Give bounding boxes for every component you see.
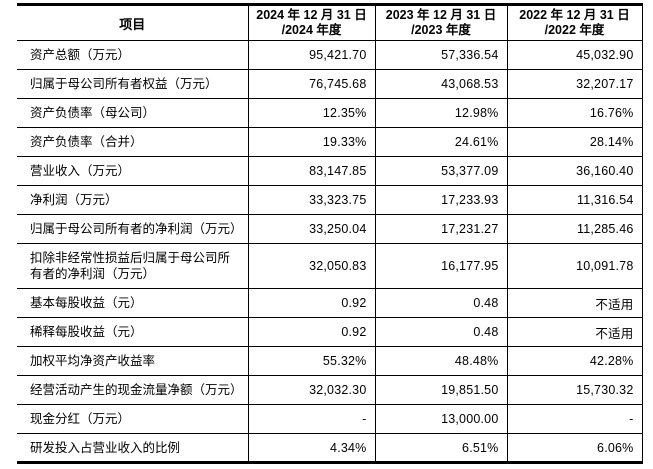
row-value-2022: 36,160.40 [506, 156, 642, 186]
row-value-2023: 57,336.54 [374, 40, 507, 70]
row-value-2022: 45,032.90 [506, 40, 642, 70]
row-value-2023: 0.48 [374, 317, 507, 347]
financial-summary-table: 项目 2024 年 12 月 31 日 /2024 年度 2023 年 12 月… [17, 3, 643, 464]
row-label: 资产负债率（母公司） [17, 98, 248, 128]
header-period-2024-line2: /2024 年度 [281, 23, 342, 37]
table-row-rd-ratio: 研发投入占营业收入的比例 4.34% 6.51% 6.06% [17, 433, 642, 463]
row-label: 基本每股收益（元） [17, 288, 248, 318]
row-value-2022: 6.06% [506, 433, 642, 463]
row-label: 稀释每股收益（元） [17, 317, 248, 347]
table-row-weighted-roe: 加权平均净资产收益率 55.32% 48.48% 42.28% [17, 346, 642, 376]
header-period-2023-line1: 2023 年 12 月 31 日 [385, 8, 497, 22]
row-label: 经营活动产生的现金流量净额（万元） [17, 375, 248, 405]
row-label: 扣除非经常性损益后归属于母公司所有者的净利润（万元） [17, 243, 248, 289]
row-label: 归属于母公司所有者的净利润（万元） [17, 214, 248, 244]
row-value-2022: 10,091.78 [506, 243, 642, 289]
table-header-row: 项目 2024 年 12 月 31 日 /2024 年度 2023 年 12 月… [17, 4, 642, 41]
row-value-2022: 15,730.32 [506, 375, 642, 405]
header-period-2022: 2022 年 12 月 31 日 /2022 年度 [506, 4, 642, 41]
row-value-2024: 95,421.70 [247, 40, 375, 70]
row-value-2024: - [247, 404, 375, 434]
header-item: 项目 [17, 4, 248, 41]
row-value-2022: 28.14% [506, 127, 642, 157]
row-value-2023: 16,177.95 [374, 243, 507, 289]
row-label: 加权平均净资产收益率 [17, 346, 248, 376]
header-period-2023: 2023 年 12 月 31 日 /2023 年度 [374, 4, 507, 41]
table-row-net-profit-parent-deducted: 扣除非经常性损益后归属于母公司所有者的净利润（万元） 32,050.83 16,… [17, 243, 642, 289]
row-value-2023: 43,068.53 [374, 69, 507, 99]
table-row-cash-dividend: 现金分红（万元） - 13,000.00 - [17, 404, 642, 434]
table-row-diluted-eps: 稀释每股收益（元） 0.92 0.48 不适用 [17, 317, 642, 347]
row-value-2024: 32,050.83 [247, 243, 375, 289]
row-value-2023: 6.51% [374, 433, 507, 463]
row-value-2023: 13,000.00 [374, 404, 507, 434]
header-period-2024-line1: 2024 年 12 月 31 日 [256, 8, 367, 22]
header-period-2022-line2: /2022 年度 [544, 23, 605, 37]
row-value-2022: 不适用 [506, 288, 642, 318]
table-row-debt-ratio-parent: 资产负债率（母公司） 12.35% 12.98% 16.76% [17, 98, 642, 128]
row-value-2024: 83,147.85 [247, 156, 375, 186]
row-value-2024: 0.92 [247, 317, 375, 347]
table-row-net-profit-parent: 归属于母公司所有者的净利润（万元） 33,250.04 17,231.27 11… [17, 214, 642, 244]
row-value-2023: 17,231.27 [374, 214, 507, 244]
table-row-revenue: 营业收入（万元） 83,147.85 53,377.09 36,160.40 [17, 156, 642, 186]
row-value-2024: 32,032.30 [247, 375, 375, 405]
row-label: 资产负债率（合并） [17, 127, 248, 157]
row-value-2024: 76,745.68 [247, 69, 375, 99]
row-value-2024: 33,250.04 [247, 214, 375, 244]
header-period-2022-line1: 2022 年 12 月 31 日 [519, 8, 630, 22]
row-value-2022: - [506, 404, 642, 434]
table-row-basic-eps: 基本每股收益（元） 0.92 0.48 不适用 [17, 288, 642, 318]
table-row-total-assets: 资产总额（万元） 95,421.70 57,336.54 45,032.90 [17, 40, 642, 70]
row-value-2023: 19,851.50 [374, 375, 507, 405]
row-value-2024: 55.32% [247, 346, 375, 376]
row-value-2022: 11,285.46 [506, 214, 642, 244]
row-value-2023: 53,377.09 [374, 156, 507, 186]
header-period-2023-line2: /2023 年度 [411, 23, 471, 37]
row-value-2022: 16.76% [506, 98, 642, 128]
row-value-2023: 0.48 [374, 288, 507, 318]
header-period-2024: 2024 年 12 月 31 日 /2024 年度 [247, 4, 375, 41]
row-label: 研发投入占营业收入的比例 [17, 433, 248, 463]
row-value-2023: 12.98% [374, 98, 507, 128]
row-value-2023: 48.48% [374, 346, 507, 376]
row-value-2022: 42.28% [506, 346, 642, 376]
row-label: 营业收入（万元） [17, 156, 248, 186]
row-label: 现金分红（万元） [17, 404, 248, 434]
row-label: 净利润（万元） [17, 185, 248, 215]
row-value-2023: 24.61% [374, 127, 507, 157]
table-row-debt-ratio-consolidated: 资产负债率（合并） 19.33% 24.61% 28.14% [17, 127, 642, 157]
row-value-2024: 33,323.75 [247, 185, 375, 215]
row-value-2024: 4.34% [247, 433, 375, 463]
row-value-2022: 32,207.17 [506, 69, 642, 99]
table-row-parent-equity: 归属于母公司所有者权益（万元） 76,745.68 43,068.53 32,2… [17, 69, 642, 99]
row-label: 归属于母公司所有者权益（万元） [17, 69, 248, 99]
row-value-2024: 12.35% [247, 98, 375, 128]
row-label: 资产总额（万元） [17, 40, 248, 70]
row-value-2024: 19.33% [247, 127, 375, 157]
row-value-2022: 不适用 [506, 317, 642, 347]
table-row-operating-cash-flow: 经营活动产生的现金流量净额（万元） 32,032.30 19,851.50 15… [17, 375, 642, 405]
row-value-2023: 17,233.93 [374, 185, 507, 215]
row-value-2024: 0.92 [247, 288, 375, 318]
row-value-2022: 11,316.54 [506, 185, 642, 215]
table-row-net-profit: 净利润（万元） 33,323.75 17,233.93 11,316.54 [17, 185, 642, 215]
